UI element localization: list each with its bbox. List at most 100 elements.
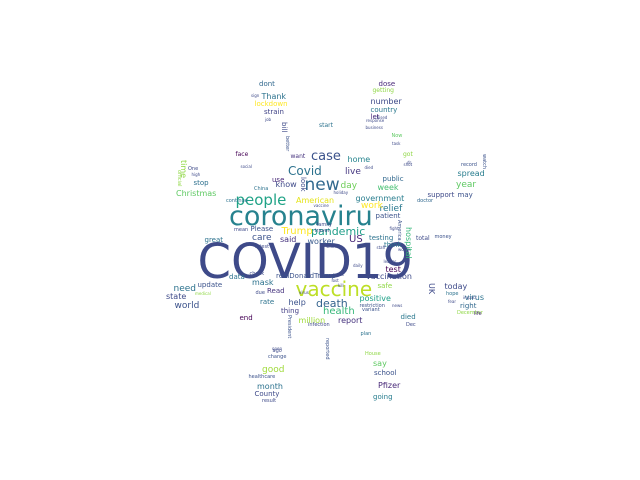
cloud-word: impact [463, 295, 477, 300]
cloud-word: death [316, 296, 348, 310]
cloud-word: health [323, 306, 355, 317]
cloud-word: vaccine [295, 277, 373, 301]
cloud-word: live [345, 166, 361, 177]
cloud-word: positive [359, 294, 391, 303]
cloud-word: COVID19 [197, 234, 413, 290]
cloud-word: need [173, 283, 197, 294]
cloud-word: day [340, 180, 358, 191]
cloud-word: state [166, 292, 187, 301]
cloud-word: task [392, 141, 401, 146]
cloud-word: bill [279, 122, 288, 133]
cloud-word: business [365, 125, 383, 130]
cloud-word: worse [398, 247, 410, 252]
cloud-word: support [427, 190, 455, 199]
cloud-word: died [400, 312, 416, 321]
cloud-word: coronaviru [229, 200, 373, 232]
cloud-word: stop [193, 178, 209, 187]
cloud-word: US [349, 234, 363, 245]
cloud-word: fear [448, 299, 456, 304]
cloud-word: cases [332, 272, 344, 277]
cloud-word: rate [260, 297, 275, 306]
cloud-word: let [370, 112, 380, 121]
cloud-word: want [290, 153, 306, 160]
cloud-word: people [235, 190, 287, 209]
cloud-word: year [456, 179, 477, 190]
cloud-word: variant [362, 306, 380, 313]
cloud-word: County [254, 389, 280, 398]
cloud-word: getting [372, 87, 394, 94]
cloud-word: job [265, 117, 272, 122]
cloud-word: medical [195, 291, 211, 296]
cloud-word: plan [360, 330, 372, 337]
cloud-word: leader [383, 259, 397, 264]
cloud-word: start [319, 122, 333, 129]
cloud-word: world [326, 243, 340, 250]
cloud-word: restriction [359, 302, 385, 309]
cloud-word: update [197, 280, 223, 289]
cloud-word: UK [427, 282, 436, 294]
cloud-word: response [366, 118, 385, 123]
cloud-word: dont [259, 79, 275, 88]
cloud-word: strain [264, 107, 284, 116]
cloud-word: test [385, 265, 401, 274]
cloud-word: vaccine [313, 203, 329, 208]
cloud-word: closed [374, 115, 388, 120]
cloud-word: money [434, 233, 452, 240]
cloud-word: going [373, 392, 393, 401]
cloud-word: vaccination [366, 272, 412, 281]
cloud-word: thing [281, 306, 300, 315]
cloud-word: mask [252, 278, 274, 287]
cloud-word: China [254, 185, 269, 192]
cloud-word: dose [378, 79, 396, 88]
cloud-word: shot [403, 162, 413, 167]
cloud-word: high [191, 172, 201, 177]
cloud-word: holiday [333, 190, 349, 195]
cloud-word: virus [299, 290, 309, 295]
cloud-word: world [174, 300, 200, 311]
cloud-word: week [377, 183, 399, 192]
cloud-word: patient [375, 211, 401, 220]
cloud-word: great [204, 235, 224, 244]
cloud-word: December [457, 309, 483, 316]
cloud-word: official [175, 170, 182, 187]
cloud-word: case [311, 148, 341, 164]
cloud-word: help [288, 298, 306, 307]
cloud-word: realDonaldTrump [276, 271, 336, 280]
cloud-word: hospital [404, 227, 413, 259]
cloud-word: American [296, 196, 335, 205]
cloud-word: President [285, 314, 292, 338]
cloud-word: today [444, 282, 468, 291]
cloud-word: total [416, 235, 430, 242]
cloud-word: lost [331, 278, 339, 283]
cloud-word: check [249, 270, 265, 277]
cloud-word: public [382, 174, 404, 183]
cloud-word: hope [446, 290, 459, 297]
cloud-word: know [275, 180, 297, 189]
cloud-word: end [239, 313, 253, 322]
cloud-word: country [370, 105, 398, 114]
cloud-word: data [229, 272, 245, 281]
cloud-word: safe [377, 281, 393, 290]
cloud-word: good [262, 364, 285, 375]
cloud-word: watch [480, 153, 487, 169]
cloud-word: home [347, 155, 371, 164]
cloud-word: better [283, 135, 290, 151]
cloud-word: new [304, 174, 340, 195]
cloud-word: report [338, 316, 363, 325]
cloud-word: staff [376, 245, 386, 250]
cloud-word: House [365, 350, 381, 357]
cloud-word: result [262, 397, 277, 404]
cloud-word: dr [407, 160, 412, 165]
cloud-word: number [370, 97, 402, 106]
cloud-word: Thank [261, 92, 287, 101]
cloud-word: pandemic [311, 224, 366, 238]
cloud-word: infection [308, 321, 330, 328]
cloud-word: Covid [288, 164, 322, 178]
cloud-word: school [374, 368, 397, 377]
cloud-word: lockdown [254, 99, 288, 108]
cloud-word: testing [369, 233, 394, 242]
cloud-word: spread [457, 169, 485, 178]
cloud-word: government [355, 194, 405, 203]
cloud-word: care [252, 232, 272, 243]
